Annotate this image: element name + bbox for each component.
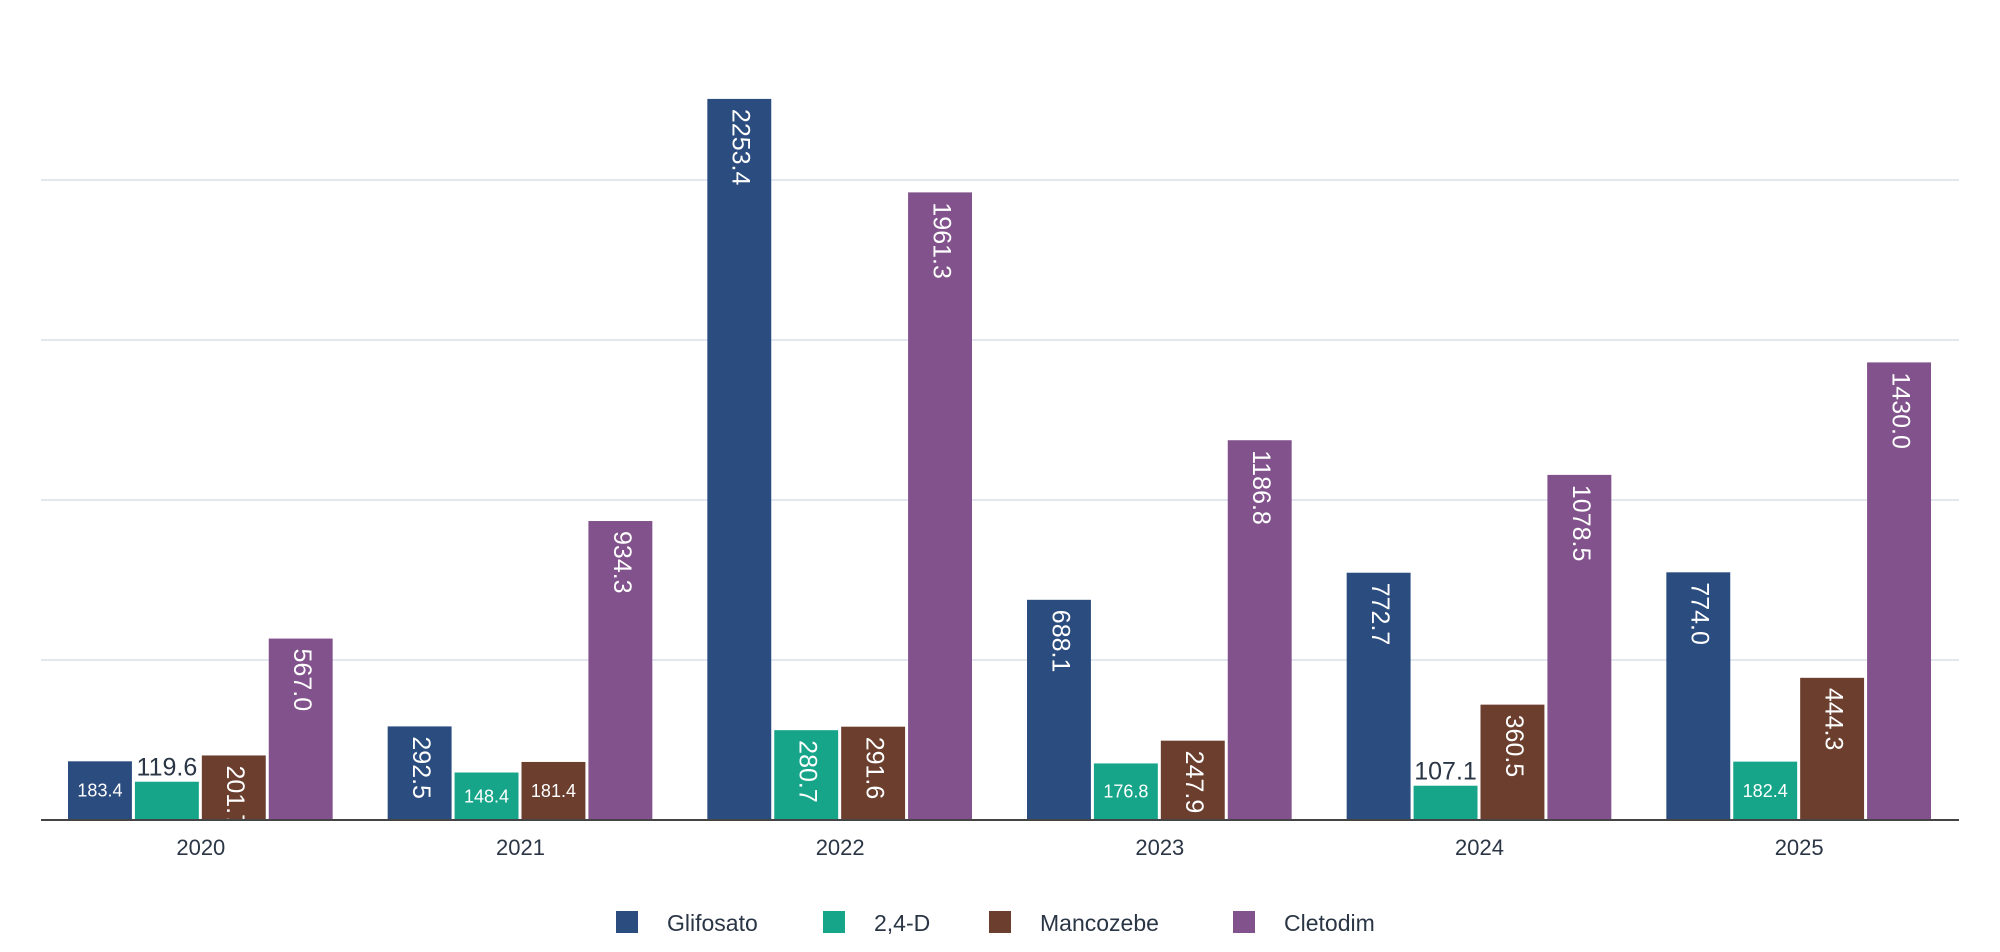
bar-glifosato[interactable] [1666,572,1731,820]
bar-2-4-d[interactable] [454,772,519,820]
x-tick-label: 2024 [1455,835,1504,860]
legend-swatch [1233,911,1255,933]
data-label: 934.3 [608,531,636,594]
data-label: 444.3 [1820,688,1848,751]
bar-mancozebe[interactable] [1480,704,1545,820]
data-label: 181.4 [531,781,576,801]
bar-mancozebe[interactable] [1160,740,1225,820]
bars [68,98,1931,821]
data-label: 688.1 [1046,610,1074,673]
bar-glifosato[interactable] [1346,572,1411,820]
data-label: 772.7 [1366,583,1394,646]
legend-label: Mancozebe [1040,910,1159,936]
data-label: 1430.0 [1886,372,1914,448]
bar-mancozebe[interactable] [1800,677,1865,820]
x-tick-label: 2025 [1775,835,1824,860]
legend[interactable]: Glifosato 2,4-D Mancozebe Cletodim [616,910,1375,936]
legend-label: Glifosato [667,910,758,936]
data-label: 182.4 [1743,781,1788,801]
bar-2-4-d[interactable] [1413,785,1478,820]
data-label: 292.5 [407,736,435,799]
legend-label: Cletodim [1284,910,1375,936]
bar-glifosato[interactable] [707,98,772,821]
bar-cletodim[interactable] [1867,362,1931,820]
bar-mancozebe[interactable] [841,726,906,820]
legend-item-mancozebe[interactable]: Mancozebe [989,910,1159,936]
data-label: 1186.8 [1247,450,1275,525]
x-tick-label: 2022 [816,835,865,860]
data-label: 360.5 [1500,715,1528,778]
bar-mancozebe[interactable] [201,755,266,820]
bar-2-4-d[interactable] [134,781,199,820]
data-label: 280.7 [794,740,822,803]
legend-label: 2,4-D [874,910,930,936]
bar-2-4-d[interactable] [774,730,839,820]
bar-cletodim[interactable] [1547,474,1612,820]
data-label: 119.6 [137,754,198,782]
bar-cletodim[interactable] [908,192,972,820]
legend-item-cletodim[interactable]: Cletodim [1233,910,1375,936]
data-label: 183.4 [77,781,122,801]
data-label: 1078.5 [1567,485,1595,561]
data-label: 774.0 [1686,582,1714,645]
legend-swatch [823,911,845,933]
bar-2-4-d[interactable] [1093,763,1158,820]
legend-swatch [989,911,1011,933]
bar-cletodim[interactable] [1227,440,1292,820]
x-tick-label: 2021 [496,835,545,860]
data-label: 107.1 [1414,758,1477,786]
data-label: 291.6 [861,737,889,800]
data-label: 247.9 [1180,751,1208,814]
legend-item-2-4-d[interactable]: 2,4-D [823,910,930,936]
gridlines [41,179,1959,661]
data-label: 567.0 [288,649,316,712]
x-axis-ticks: 2020 2021 2022 2023 2024 2025 [176,835,1823,860]
x-tick-label: 2020 [176,835,225,860]
bar-cletodim[interactable] [588,521,653,820]
data-label: 201.7 [221,765,249,828]
data-label: 148.4 [464,786,509,806]
legend-swatch [616,911,638,933]
bar-mancozebe[interactable] [521,761,586,820]
data-label: 2253.4 [727,109,755,186]
bar-cletodim[interactable] [268,638,333,820]
legend-item-glifosato[interactable]: Glifosato [616,910,758,936]
data-label: 176.8 [1103,782,1148,802]
x-tick-label: 2023 [1135,835,1184,860]
bar-glifosato[interactable] [387,726,452,820]
bar-glifosato[interactable] [68,761,132,820]
data-label: 1961.3 [927,202,955,278]
bar-glifosato[interactable] [1027,599,1091,820]
data-labels: 183.4 119.6 201.7 567.0 292.5 148.4 181.4 934.3… [77,109,1914,828]
bar-2-4-d[interactable] [1733,761,1798,820]
